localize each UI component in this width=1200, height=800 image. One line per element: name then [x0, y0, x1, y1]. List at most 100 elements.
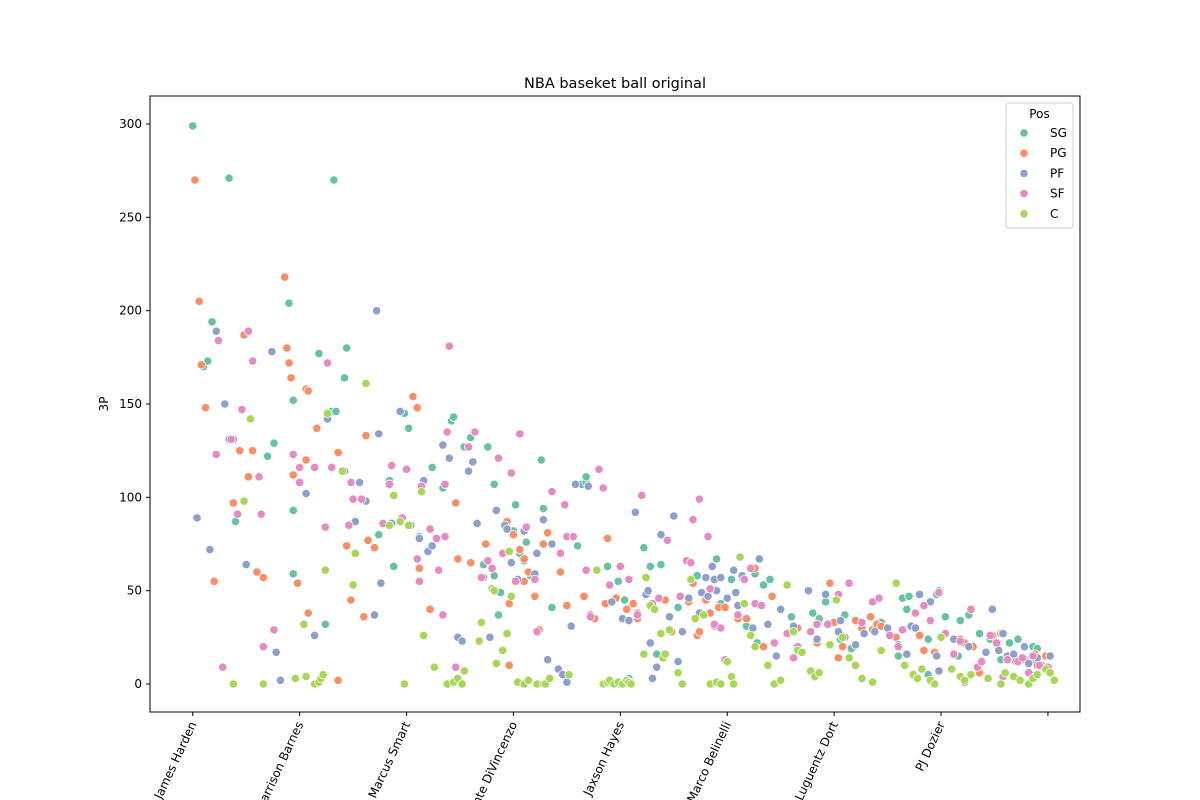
data-point-sf: [401, 464, 412, 474]
data-point-pf: [1019, 642, 1030, 652]
data-point-sg: [389, 561, 399, 572]
data-point-sg: [765, 574, 775, 585]
data-point-pg: [194, 296, 204, 306]
data-point-pg: [865, 612, 876, 622]
data-point-sf: [434, 565, 444, 575]
data-point-pf: [677, 627, 687, 637]
data-point-pg: [919, 645, 929, 656]
data-point-sf: [925, 615, 935, 626]
data-point-sg: [288, 505, 298, 515]
data-point-c: [673, 668, 683, 678]
data-point-sg: [427, 462, 437, 473]
data-point-pf: [491, 505, 501, 515]
data-point-pf: [532, 548, 542, 558]
data-point-c: [891, 578, 901, 588]
data-point-pf: [716, 572, 726, 583]
y-tick-label: 300: [119, 117, 142, 131]
data-point-c: [1045, 668, 1055, 678]
data-point-c: [699, 610, 709, 620]
data-point-c: [399, 679, 410, 689]
data-point-sf: [756, 600, 767, 611]
data-point-pf: [859, 628, 869, 639]
data-point-sf: [823, 619, 833, 629]
data-point-sf: [598, 483, 608, 493]
data-point-pf: [987, 604, 997, 614]
data-point-pg: [363, 535, 373, 545]
data-point-sf: [615, 561, 625, 572]
x-tick-label: Donte DiVincenzo: [462, 719, 520, 800]
data-point-c: [592, 565, 602, 575]
legend-label-pg: PG: [1050, 146, 1067, 160]
data-point-sg: [726, 574, 737, 585]
data-point-pf: [645, 638, 655, 648]
data-point-c: [947, 664, 957, 674]
data-point-pg: [412, 403, 422, 413]
data-point-pg: [579, 591, 589, 601]
data-point-c: [763, 660, 773, 670]
data-point-sg: [188, 121, 198, 131]
data-point-c: [395, 516, 405, 527]
data-point-pf: [701, 572, 711, 583]
data-point-sf: [493, 453, 504, 463]
data-point-pf: [835, 615, 846, 626]
data-point-sg: [656, 559, 666, 570]
data-point-pf: [267, 347, 277, 357]
data-point-sg: [269, 438, 279, 448]
data-point-sf: [470, 427, 480, 437]
data-point-pf: [1045, 651, 1055, 661]
data-point-sf: [233, 509, 243, 519]
data-point-pg: [833, 653, 844, 663]
data-point-pf: [220, 399, 230, 409]
data-point-sf: [483, 556, 493, 566]
data-point-c: [457, 679, 467, 689]
data-point-sg: [1013, 634, 1023, 644]
y-tick-label: 150: [119, 397, 142, 411]
data-point-pg: [825, 578, 835, 588]
data-point-c: [258, 679, 268, 689]
data-point-sg: [581, 472, 591, 482]
data-point-sf: [442, 427, 452, 437]
data-point-sg: [538, 503, 548, 514]
data-point-c: [649, 604, 660, 614]
data-point-pf: [673, 656, 683, 667]
data-point-pg: [466, 558, 476, 568]
data-point-pf: [369, 610, 380, 620]
data-point-c: [626, 679, 636, 689]
data-point-c: [831, 595, 841, 605]
data-point-pg: [286, 373, 296, 383]
data-point-sf: [746, 563, 756, 573]
data-point-c: [686, 574, 696, 585]
data-point-pg: [425, 604, 435, 614]
data-point-c: [639, 649, 649, 659]
data-point-pf: [468, 457, 478, 467]
legend-marker-sf: [1019, 189, 1029, 199]
data-point-sf: [243, 326, 253, 336]
data-point-sf: [893, 642, 903, 652]
data-point-sg: [207, 317, 217, 327]
data-point-sg: [786, 612, 796, 622]
data-point-sf: [515, 429, 525, 439]
data-point-sg: [536, 455, 546, 465]
data-point-sf: [295, 477, 305, 487]
legend-marker-pg: [1019, 148, 1029, 158]
data-point-c: [917, 664, 927, 674]
data-point-pf: [998, 628, 1008, 639]
data-point-c: [429, 662, 439, 672]
data-point-sf: [463, 442, 474, 452]
data-point-pf: [812, 634, 822, 644]
x-tick-label: James Harden: [151, 719, 200, 800]
data-point-c: [641, 572, 651, 583]
data-point-sf: [585, 612, 596, 622]
plot-area-frame: [149, 95, 1081, 713]
data-point-sg: [510, 500, 521, 510]
data-point-sf: [211, 449, 221, 459]
data-point-c: [966, 670, 976, 680]
data-point-c: [564, 670, 574, 680]
data-point-sg: [758, 580, 769, 590]
data-point-pf: [981, 647, 991, 657]
data-point-pf: [820, 589, 831, 600]
data-point-pg: [694, 627, 705, 637]
data-point-sg: [673, 602, 683, 613]
data-point-sf: [532, 627, 542, 637]
data-point-sf: [320, 522, 330, 532]
